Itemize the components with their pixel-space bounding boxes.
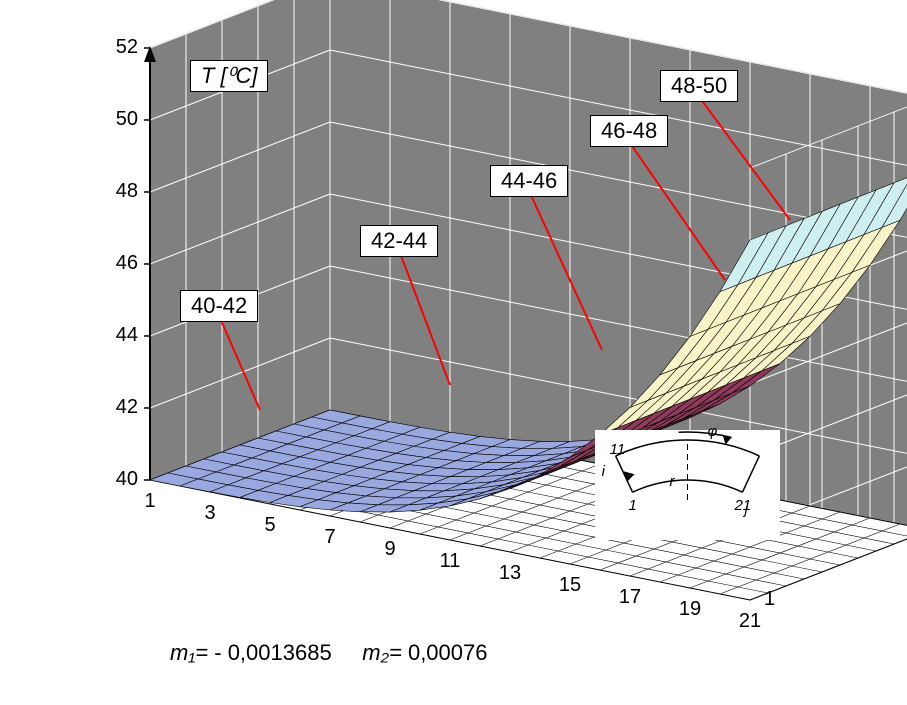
svg-text:21: 21 [733, 497, 751, 514]
x-tick-label: 19 [678, 598, 702, 621]
z-tick-label: 44 [98, 324, 138, 347]
z-tick-label: 42 [98, 396, 138, 419]
callout-label: 46-48 [590, 115, 668, 147]
y-tick-label: 1 [764, 588, 794, 611]
m1-value: - 0,0013685 [214, 640, 331, 665]
z-tick-label: 46 [98, 252, 138, 275]
callout-label: 44-46 [490, 165, 568, 197]
z-tick-label: 48 [98, 180, 138, 203]
x-tick-label: 1 [138, 490, 162, 513]
x-tick-label: 21 [738, 610, 762, 633]
x-tick-label: 11 [438, 550, 462, 573]
x-tick-label: 7 [318, 526, 342, 549]
callout-label: 40-42 [180, 290, 258, 322]
x-tick-label: 13 [498, 562, 522, 585]
m2-label: m₂= [362, 640, 402, 665]
x-tick-label: 9 [378, 538, 402, 561]
x-tick-label: 3 [198, 502, 222, 525]
svg-text:1: 1 [629, 497, 637, 514]
surface-chart-3d: { "chart": { "type": "surface3d", "z_axi… [0, 0, 907, 705]
footer-parameters: m₁= - 0,0013685 m₂= 0,00076 [170, 640, 487, 666]
z-tick-label: 52 [98, 36, 138, 59]
svg-text:φ: φ [708, 423, 718, 440]
z-tick-label: 50 [98, 108, 138, 131]
callout-label: 48-50 [660, 70, 738, 102]
z-tick-label: 40 [98, 468, 138, 491]
x-tick-label: 15 [558, 574, 582, 597]
x-tick-label: 17 [618, 586, 642, 609]
callout-label: 42-44 [360, 225, 438, 257]
m2-value: 0,00076 [408, 640, 488, 665]
x-tick-label: 5 [258, 514, 282, 537]
m1-label: m₁= [170, 640, 208, 665]
z-axis-label: T [⁰C] [190, 60, 268, 92]
svg-text:11: 11 [610, 441, 626, 458]
